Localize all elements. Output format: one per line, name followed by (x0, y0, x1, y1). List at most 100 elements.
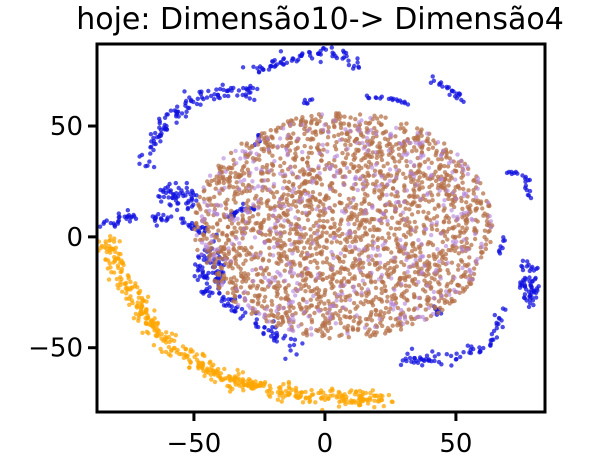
data-point (310, 289, 315, 294)
data-point (338, 251, 343, 256)
data-point (337, 233, 342, 239)
data-point (300, 296, 306, 302)
data-point (357, 235, 362, 240)
data-point (326, 205, 332, 211)
data-point (202, 200, 207, 205)
data-point (173, 333, 178, 338)
data-point (321, 147, 326, 152)
data-point (161, 338, 166, 343)
data-point (297, 199, 302, 204)
data-point (427, 280, 433, 285)
data-point (193, 237, 198, 243)
data-point (124, 296, 129, 301)
data-point (454, 239, 459, 244)
data-point (387, 141, 393, 147)
data-point (404, 251, 409, 256)
data-point (468, 281, 474, 286)
data-point (362, 225, 367, 230)
data-point (278, 296, 284, 301)
data-point (176, 114, 181, 119)
data-point (425, 301, 430, 307)
data-point (480, 250, 485, 255)
data-point (161, 125, 166, 131)
data-point (268, 63, 274, 69)
data-point (405, 320, 410, 325)
data-point (318, 299, 324, 304)
data-point (266, 213, 272, 218)
data-point (256, 300, 261, 305)
data-point (317, 244, 322, 249)
data-point (353, 117, 358, 122)
data-point (223, 169, 228, 174)
data-point (137, 290, 142, 296)
data-point (351, 182, 357, 187)
data-point (317, 213, 322, 218)
data-point (221, 177, 226, 182)
data-point (260, 279, 265, 285)
data-point (286, 392, 291, 398)
data-point (458, 258, 464, 263)
data-point (357, 261, 363, 266)
data-point (392, 292, 397, 297)
data-point (431, 295, 437, 301)
data-point (396, 152, 402, 157)
data-point (242, 207, 248, 212)
data-point (282, 204, 287, 209)
data-point (101, 221, 106, 226)
data-point (184, 185, 189, 191)
data-point (228, 385, 233, 390)
data-point (234, 180, 239, 185)
data-point (353, 176, 359, 181)
data-point (250, 144, 255, 149)
data-point (389, 300, 394, 305)
data-point (327, 336, 332, 341)
data-point (426, 199, 432, 204)
data-point (258, 380, 263, 386)
data-point (192, 227, 197, 232)
data-point (167, 181, 172, 187)
data-point (148, 145, 153, 150)
data-point (198, 207, 203, 212)
data-point (196, 255, 202, 260)
data-point (243, 297, 248, 303)
data-point (262, 312, 267, 317)
data-point (362, 281, 367, 287)
data-point (494, 322, 499, 327)
data-point (262, 275, 267, 280)
data-point (133, 281, 138, 286)
data-point (223, 261, 228, 266)
data-point (525, 192, 531, 198)
data-point (240, 384, 245, 390)
data-point (398, 237, 403, 243)
data-point (329, 285, 334, 291)
data-point (387, 133, 393, 138)
data-point (266, 67, 272, 72)
data-point (283, 289, 288, 294)
data-point (217, 171, 222, 176)
data-point (356, 226, 361, 231)
data-point (443, 289, 449, 294)
data-point (391, 96, 396, 102)
data-point (372, 260, 378, 266)
data-point (352, 263, 358, 268)
data-point (438, 153, 444, 158)
data-point (402, 313, 407, 318)
data-point (523, 176, 528, 181)
data-point (300, 115, 305, 120)
data-point (116, 251, 121, 256)
data-point (146, 331, 151, 336)
data-point (406, 194, 412, 199)
data-point (382, 240, 388, 246)
data-point (167, 339, 172, 345)
data-point (216, 283, 221, 288)
data-point (270, 253, 276, 258)
data-point (401, 199, 407, 205)
data-point (428, 80, 434, 86)
data-point (361, 302, 366, 307)
data-point (256, 206, 261, 211)
data-point (115, 219, 121, 224)
data-point (461, 191, 467, 196)
data-point (199, 240, 205, 245)
data-point (388, 226, 394, 231)
data-point (356, 147, 361, 153)
